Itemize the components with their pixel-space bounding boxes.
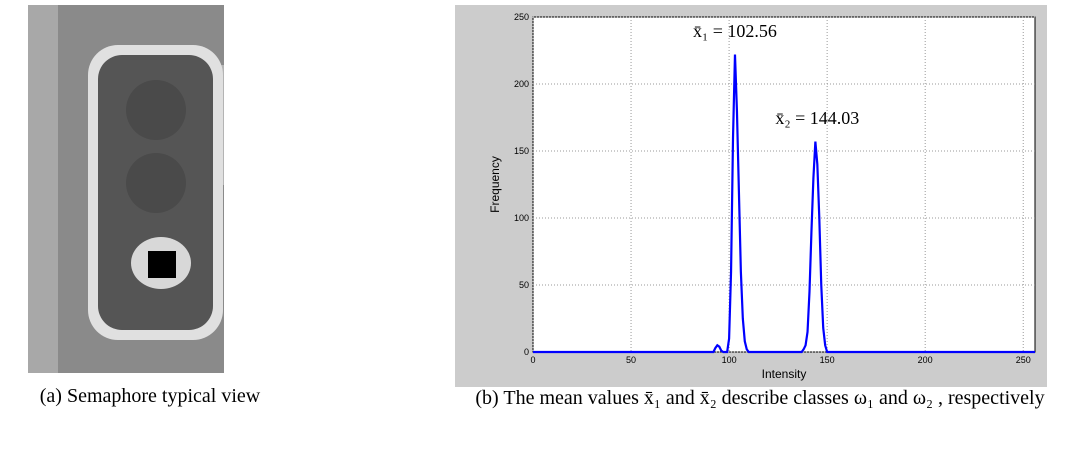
data-line — [533, 54, 1035, 354]
caption-a: (a) Semaphore typical view — [39, 385, 261, 407]
annotation: x̄₂ = 144.03 — [775, 108, 859, 128]
y-tick-label: 250 — [514, 12, 529, 22]
y-tick-label: 0 — [524, 347, 529, 357]
x-tick-label: 200 — [918, 355, 933, 365]
x-axis-label: Intensity — [762, 367, 807, 381]
y-tick-label: 50 — [519, 280, 529, 290]
y-tick-label: 200 — [514, 79, 529, 89]
x-tick-label: 50 — [626, 355, 636, 365]
annotation: x̄₁ = 102.56 — [693, 21, 777, 41]
y-tick-label: 100 — [514, 213, 529, 223]
y-tick-label: 150 — [514, 146, 529, 156]
x-tick-label: 0 — [530, 355, 535, 365]
plot-area — [532, 16, 1036, 353]
semaphore-photo — [28, 5, 224, 373]
y-axis-label: Frequency — [488, 156, 502, 213]
x-tick-label: 250 — [1016, 355, 1031, 365]
caption-b: (b) The mean values x̄₁ and x̄₂ describe… — [475, 387, 1045, 409]
chart: 0 50 100 150 200 250 0 50 100 150 200 250 Intensity F… — [455, 5, 1047, 387]
x-tick-label: 150 — [820, 355, 835, 365]
x-tick-label: 100 — [722, 355, 737, 365]
